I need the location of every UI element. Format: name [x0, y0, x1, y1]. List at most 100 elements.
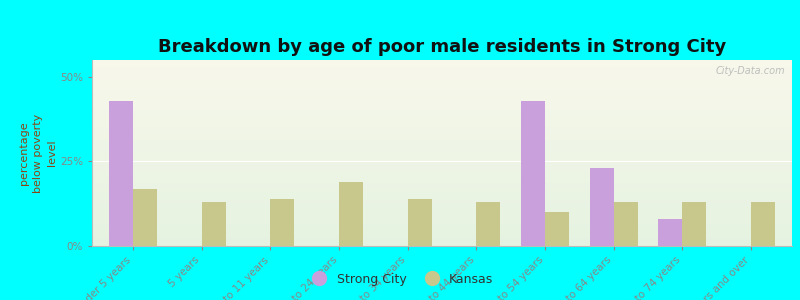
- Bar: [92, 71, 792, 73]
- Bar: [92, 122, 792, 123]
- Bar: [92, 190, 792, 192]
- Bar: [92, 231, 792, 233]
- Bar: [92, 68, 792, 69]
- Y-axis label: percentage
below poverty
level: percentage below poverty level: [19, 113, 57, 193]
- Bar: [92, 110, 792, 112]
- Bar: [92, 177, 792, 179]
- Bar: [92, 175, 792, 177]
- Bar: [92, 114, 792, 116]
- Bar: [92, 125, 792, 127]
- Bar: [92, 84, 792, 86]
- Bar: [92, 129, 792, 131]
- Bar: [92, 151, 792, 153]
- Bar: [92, 220, 792, 222]
- Bar: [92, 95, 792, 97]
- Bar: [92, 233, 792, 235]
- Bar: [92, 138, 792, 140]
- Bar: [92, 112, 792, 114]
- Bar: [92, 99, 792, 101]
- Bar: [92, 136, 792, 138]
- Legend: Strong City, Kansas: Strong City, Kansas: [302, 268, 498, 291]
- Bar: [92, 116, 792, 118]
- Bar: [92, 79, 792, 80]
- Bar: [92, 127, 792, 129]
- Bar: [92, 181, 792, 183]
- Bar: [92, 60, 792, 62]
- Bar: [92, 64, 792, 66]
- Bar: [92, 77, 792, 79]
- Bar: [92, 240, 792, 242]
- Bar: [92, 164, 792, 166]
- Bar: [92, 184, 792, 187]
- Bar: [92, 75, 792, 77]
- Bar: [92, 173, 792, 175]
- Bar: [751, 202, 775, 246]
- Bar: [270, 199, 294, 246]
- Bar: [92, 62, 792, 64]
- Bar: [92, 105, 792, 106]
- Bar: [92, 159, 792, 161]
- Bar: [92, 80, 792, 82]
- Bar: [614, 202, 638, 246]
- Bar: [92, 73, 792, 75]
- Bar: [92, 224, 792, 226]
- Bar: [92, 207, 792, 209]
- Bar: [92, 92, 792, 94]
- Title: Breakdown by age of poor male residents in Strong City: Breakdown by age of poor male residents …: [158, 38, 726, 56]
- Bar: [92, 66, 792, 68]
- Bar: [92, 222, 792, 224]
- Bar: [92, 205, 792, 207]
- Bar: [92, 131, 792, 133]
- Bar: [92, 227, 792, 229]
- Bar: [92, 144, 792, 146]
- Bar: [92, 146, 792, 147]
- Bar: [92, 86, 792, 88]
- Bar: [408, 199, 432, 246]
- Bar: [92, 90, 792, 92]
- Bar: [339, 182, 363, 246]
- Bar: [92, 149, 792, 151]
- Bar: [92, 192, 792, 194]
- Bar: [92, 108, 792, 110]
- Bar: [92, 209, 792, 211]
- Bar: [92, 238, 792, 240]
- Bar: [92, 203, 792, 205]
- Text: City-Data.com: City-Data.com: [715, 66, 785, 76]
- Bar: [92, 214, 792, 216]
- Bar: [92, 155, 792, 157]
- Bar: [92, 201, 792, 203]
- Bar: [92, 235, 792, 237]
- Bar: [92, 140, 792, 142]
- Bar: [92, 82, 792, 84]
- Bar: [92, 226, 792, 227]
- Bar: [92, 147, 792, 149]
- Bar: [92, 106, 792, 108]
- Bar: [202, 202, 226, 246]
- Bar: [92, 194, 792, 196]
- Bar: [92, 88, 792, 90]
- Bar: [476, 202, 500, 246]
- Bar: [92, 244, 792, 246]
- Bar: [92, 162, 792, 164]
- Bar: [92, 123, 792, 125]
- Bar: [92, 103, 792, 105]
- Bar: [92, 170, 792, 172]
- Bar: [92, 69, 792, 71]
- Bar: [521, 100, 545, 246]
- Bar: [92, 216, 792, 218]
- Bar: [92, 212, 792, 214]
- Bar: [682, 202, 706, 246]
- Bar: [92, 211, 792, 212]
- Bar: [92, 183, 792, 184]
- Bar: [590, 168, 614, 246]
- Bar: [109, 100, 133, 246]
- Bar: [92, 187, 792, 188]
- Bar: [92, 160, 792, 162]
- Bar: [92, 94, 792, 95]
- Bar: [92, 134, 792, 136]
- Bar: [92, 179, 792, 181]
- Bar: [92, 198, 792, 200]
- Bar: [92, 200, 792, 201]
- Bar: [92, 157, 792, 159]
- Bar: [658, 219, 682, 246]
